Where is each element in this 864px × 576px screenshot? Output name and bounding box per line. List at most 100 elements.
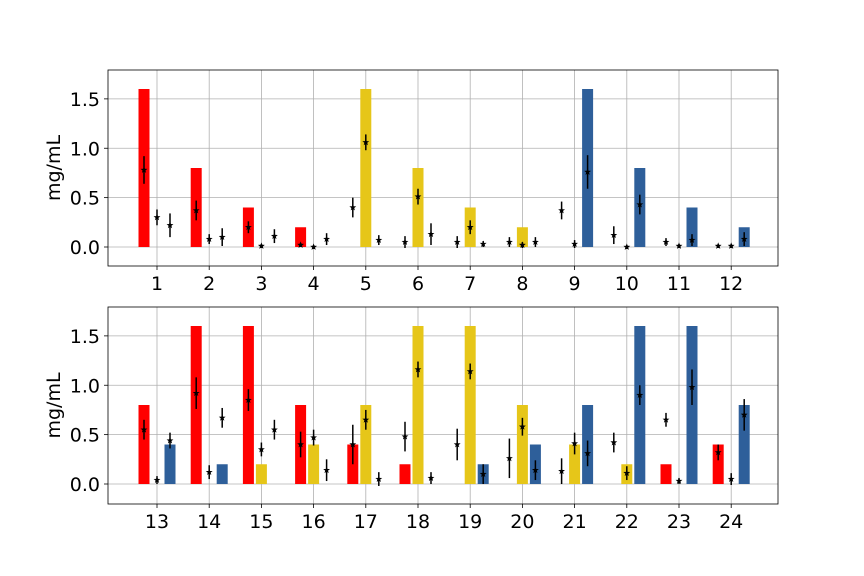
estimate-marker (362, 416, 370, 423)
bar-red (712, 444, 724, 484)
estimate-marker (714, 448, 722, 456)
estimate-marker (140, 166, 148, 173)
x-tick-label: 9 (569, 273, 581, 295)
estimate-marker (218, 233, 226, 241)
estimate-marker (623, 243, 631, 250)
estimate-marker (531, 466, 539, 474)
estimate-marker (675, 242, 683, 249)
estimate-marker (610, 231, 618, 239)
estimate-marker (466, 223, 474, 231)
estimate-marker (466, 367, 474, 375)
x-tick-label: 12 (719, 273, 743, 295)
x-tick-label: 23 (667, 511, 691, 533)
x-tick-label: 2 (203, 273, 215, 295)
estimate-marker (192, 389, 200, 397)
estimate-marker (675, 477, 683, 484)
estimate-marker (297, 241, 305, 248)
estimate-marker (558, 467, 566, 475)
y-tick-label: 0.0 (70, 474, 100, 496)
bar-yellow (464, 326, 476, 484)
estimate-marker (688, 236, 696, 243)
y-tick-label: 1.5 (70, 326, 100, 348)
estimate-marker (349, 440, 357, 448)
estimate-marker (505, 454, 513, 462)
x-tick-label: 11 (667, 273, 691, 295)
x-tick-label: 14 (197, 511, 221, 533)
bar-yellow (308, 444, 320, 484)
bottom-panel: 0.0 0.5 1.0 1.5 13 14 15 16 17 18 19 20 21 22 23 24 mg/m… (43, 306, 779, 533)
x-tick-label: 18 (406, 511, 430, 533)
bar-blue (164, 444, 176, 484)
y-tick-label: 1.0 (70, 138, 100, 160)
estimate-marker (727, 475, 735, 482)
estimate-marker (558, 206, 566, 214)
estimate-marker (297, 440, 305, 448)
estimate-marker (166, 221, 174, 229)
estimate-marker (453, 440, 461, 448)
estimate-marker (310, 433, 318, 441)
estimate-marker (505, 238, 513, 245)
estimate-marker (257, 445, 265, 453)
estimate-marker (518, 241, 526, 248)
x-tick-label: 20 (510, 511, 534, 533)
estimate-marker (140, 426, 148, 433)
estimate-marker (153, 476, 161, 483)
bar-blue (686, 207, 698, 247)
estimate-marker (401, 238, 409, 245)
estimate-marker (205, 235, 213, 243)
x-tick-label: 7 (464, 273, 476, 295)
x-tick-label: 4 (308, 273, 320, 295)
estimate-marker (740, 411, 748, 418)
bar-red (138, 405, 150, 484)
estimate-marker (584, 449, 592, 457)
estimate-marker (662, 416, 670, 423)
bar-blue (738, 405, 750, 484)
estimate-marker (244, 223, 252, 231)
x-tick-label: 5 (360, 273, 372, 295)
bar-yellow (569, 444, 581, 484)
plot-frame (107, 69, 779, 267)
y-tick-label: 0.5 (70, 425, 100, 447)
estimate-marker (714, 242, 722, 249)
estimate-marker (375, 475, 383, 482)
y-axis-label: mg/mL (43, 135, 65, 201)
estimate-marker (414, 193, 422, 200)
bar-yellow (360, 405, 372, 484)
estimate-marker (310, 243, 318, 250)
estimate-marker (727, 242, 735, 249)
estimate-marker (153, 213, 161, 221)
estimate-marker (323, 235, 331, 243)
x-tick-label: 15 (249, 511, 273, 533)
bar-blue (216, 464, 228, 484)
estimate-marker (688, 383, 696, 391)
estimate-marker (531, 238, 539, 245)
bar-yellow (360, 89, 372, 247)
x-tick-label: 17 (354, 511, 378, 533)
estimate-marker (349, 203, 357, 211)
estimate-marker (584, 168, 592, 175)
x-tick-label: 3 (255, 273, 267, 295)
estimate-marker (270, 232, 278, 240)
x-tick-label: 16 (302, 511, 326, 533)
x-tick-label: 1 (151, 273, 163, 295)
bar-red (399, 464, 411, 484)
estimate-marker (323, 466, 331, 474)
estimate-marker (166, 436, 174, 444)
estimate-marker (270, 426, 278, 433)
estimate-marker (192, 206, 200, 214)
estimate-marker (479, 240, 487, 247)
estimate-marker (375, 236, 383, 243)
x-tick-label: 19 (458, 511, 482, 533)
estimate-marker (414, 365, 422, 373)
bar-yellow (412, 168, 424, 247)
bar-yellow (516, 405, 528, 484)
x-tick-label: 22 (615, 511, 639, 533)
y-tick-label: 1.5 (70, 89, 100, 111)
estimate-marker (362, 138, 370, 146)
estimate-marker (571, 240, 579, 247)
estimate-marker (623, 469, 631, 477)
estimate-marker (427, 474, 435, 481)
estimate-marker (636, 200, 644, 208)
